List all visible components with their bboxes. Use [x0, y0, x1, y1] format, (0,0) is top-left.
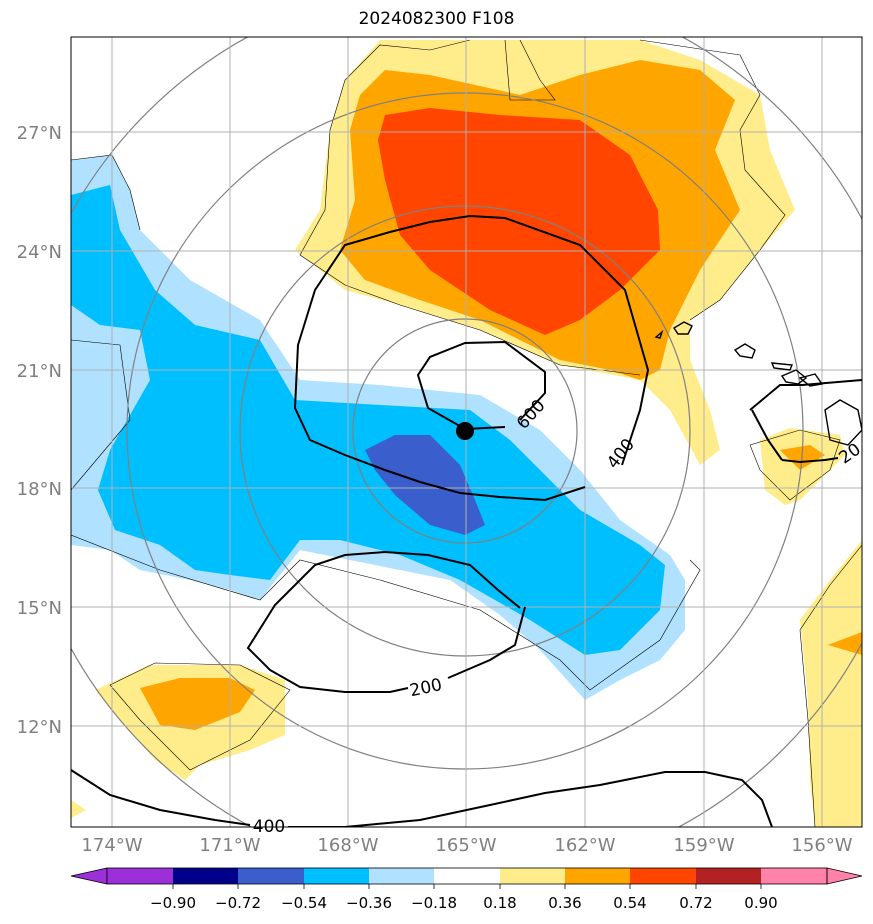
lon-label: 171°W: [199, 835, 260, 856]
colorbar-bin: [761, 868, 827, 884]
contour-400-lower: [71, 769, 251, 826]
thick-contours: [71, 214, 862, 827]
colorbar-tick: −0.90: [150, 894, 196, 912]
colorbar-frame: [106, 867, 828, 885]
colorbar-bin: [173, 868, 238, 884]
lat-label: 18°N: [17, 479, 62, 500]
colorbar-tick: −0.18: [411, 894, 457, 912]
colorbar-tick: 0.36: [548, 894, 581, 912]
colorbar-extend-low: [70, 867, 108, 885]
colorbar-tick: −0.54: [281, 894, 327, 912]
contour-200: [246, 550, 521, 693]
lon-label: 156°W: [791, 835, 852, 856]
shading-red-orange: [378, 108, 660, 335]
colorbar-tick: 0.18: [483, 894, 516, 912]
lon-label: 162°W: [554, 835, 615, 856]
lat-label: 12°N: [17, 717, 62, 738]
contour-600: [416, 340, 546, 431]
colorbar-bin: [369, 868, 434, 884]
lat-label: 21°N: [17, 361, 62, 382]
lat-label: 15°N: [17, 598, 62, 619]
colorbar-bin: [107, 868, 173, 884]
colorbar-bin: [304, 868, 369, 884]
colorbar-bin: [500, 868, 565, 884]
storm-center-marker: [456, 422, 474, 440]
outline-contours: [71, 39, 862, 827]
hawaii-islands: [654, 321, 862, 446]
lon-label: 165°W: [435, 835, 496, 856]
plot-frame: [70, 36, 863, 828]
contour-right: [749, 379, 862, 411]
gridlines: [71, 37, 862, 827]
lat-axis-labels: 27°N 24°N 21°N 18°N 15°N 12°N: [17, 123, 62, 738]
contour-label-400-upper: 400: [603, 435, 639, 473]
colorbar-tick: 0.72: [679, 894, 712, 912]
lat-label: 27°N: [17, 123, 62, 144]
colorbar-bin: [434, 868, 500, 884]
colorbar-tick: 0.54: [613, 894, 646, 912]
colorbar-bin: [696, 868, 761, 884]
shading-royal-blue: [365, 435, 485, 535]
colorbar-tick: 0.90: [744, 894, 777, 912]
lon-label: 168°W: [317, 835, 378, 856]
colorbar-tick: −0.36: [346, 894, 392, 912]
contour-400-upper: [293, 214, 650, 502]
contour-label-200: 200: [408, 675, 444, 701]
range-rings: [71, 37, 862, 827]
lon-label: 174°W: [81, 835, 142, 856]
colorbar-bin: [238, 868, 304, 884]
map-title: 2024082300 F108: [358, 9, 515, 29]
colorbar-bin: [630, 868, 696, 884]
lon-axis-labels: 174°W 171°W 168°W 165°W 162°W 159°W 156°…: [81, 835, 852, 856]
colorbar-tick: −0.72: [215, 894, 261, 912]
shading-deep-sky-blue: [71, 185, 665, 655]
colorbar: −0.90 −0.72 −0.54 −0.36 −0.18 0.18 0.36 …: [70, 867, 863, 912]
colorbar-bin: [565, 868, 630, 884]
colorbar-extend-high: [826, 867, 863, 885]
lat-label: 24°N: [17, 242, 62, 263]
lon-label: 159°W: [673, 835, 734, 856]
